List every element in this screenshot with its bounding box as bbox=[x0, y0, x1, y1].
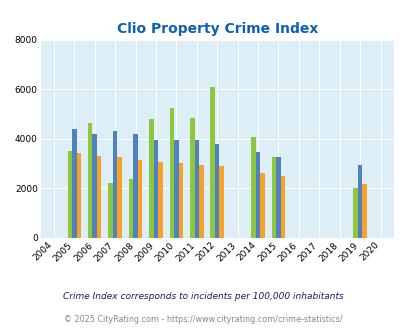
Bar bbox=[260, 173, 264, 238]
Bar bbox=[137, 160, 142, 238]
Bar bbox=[128, 180, 133, 238]
Bar bbox=[198, 165, 203, 238]
Bar bbox=[357, 165, 362, 238]
Bar bbox=[352, 188, 357, 238]
Text: Crime Index corresponds to incidents per 100,000 inhabitants: Crime Index corresponds to incidents per… bbox=[62, 292, 343, 301]
Bar bbox=[169, 108, 174, 238]
Bar bbox=[251, 137, 255, 238]
Bar bbox=[92, 134, 97, 238]
Bar bbox=[77, 153, 81, 238]
Bar bbox=[88, 122, 92, 238]
Bar bbox=[72, 129, 77, 238]
Bar bbox=[108, 183, 113, 238]
Bar bbox=[214, 144, 219, 238]
Bar bbox=[210, 86, 214, 238]
Bar bbox=[117, 157, 121, 238]
Text: © 2025 CityRating.com - https://www.cityrating.com/crime-statistics/: © 2025 CityRating.com - https://www.city… bbox=[64, 315, 341, 324]
Bar bbox=[362, 184, 366, 238]
Bar bbox=[280, 176, 284, 238]
Bar bbox=[255, 152, 260, 238]
Bar bbox=[194, 140, 198, 238]
Title: Clio Property Crime Index: Clio Property Crime Index bbox=[116, 22, 317, 36]
Bar bbox=[153, 140, 158, 238]
Bar bbox=[174, 140, 178, 238]
Bar bbox=[271, 157, 275, 238]
Bar bbox=[113, 131, 117, 238]
Bar bbox=[275, 157, 280, 238]
Bar bbox=[97, 156, 101, 238]
Bar bbox=[219, 166, 224, 238]
Bar bbox=[190, 117, 194, 238]
Bar bbox=[67, 151, 72, 238]
Bar bbox=[133, 134, 137, 238]
Bar bbox=[158, 162, 162, 238]
Bar bbox=[149, 119, 153, 238]
Bar bbox=[178, 163, 183, 238]
